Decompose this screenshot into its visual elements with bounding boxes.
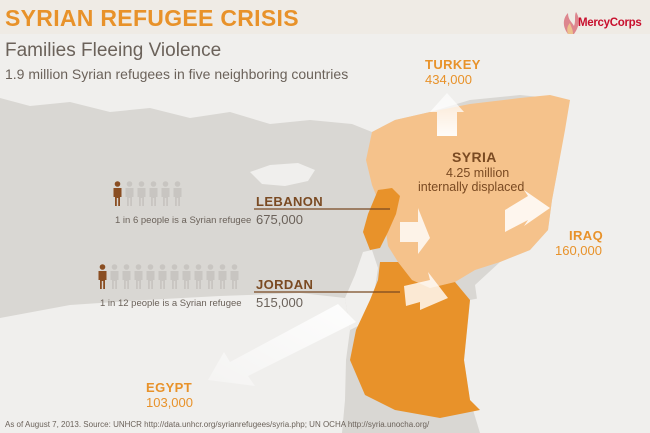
refugee-person-icon (98, 264, 107, 289)
person-icon (134, 264, 143, 289)
arrow-to-turkey (430, 93, 464, 136)
person-icon (137, 181, 146, 206)
jordan-ratio-text: 1 in 12 people is a Syrian refugee (100, 298, 242, 309)
arrow-to-lebanon (400, 208, 430, 254)
person-icon (122, 264, 131, 289)
syria-name: SYRIA (452, 149, 497, 165)
lebanon-ratio-text: 1 in 6 people is a Syrian refugee (115, 215, 252, 226)
person-icon (149, 181, 158, 206)
country-lebanon (363, 188, 400, 250)
lebanon-name: LEBANON (256, 194, 324, 209)
syria-description: internally displaced (418, 180, 525, 194)
arrow-to-iraq (505, 190, 550, 232)
lebanon-ratio-icons (113, 181, 182, 206)
person-icon (125, 181, 134, 206)
landmass-israel (345, 250, 378, 330)
landmass-arabia (464, 290, 640, 433)
mercycorps-logo-text: MercyCorps (578, 17, 642, 29)
arrow-to-egypt (208, 304, 356, 386)
jordan-ratio-icons (98, 264, 239, 289)
title-banner (0, 0, 650, 34)
person-icon (158, 264, 167, 289)
person-icon (182, 264, 191, 289)
turkey-value: 434,000 (425, 72, 472, 87)
source-note: As of August 7, 2013. Source: UNHCR http… (5, 420, 430, 429)
person-icon (161, 181, 170, 206)
syria-value: 4.25 million (446, 166, 510, 180)
egypt-name: EGYPT (146, 380, 193, 395)
person-icon (173, 181, 182, 206)
iraq-name: IRAQ (569, 228, 604, 243)
refugee-person-icon (113, 181, 122, 206)
lebanon-value: 675,000 (256, 212, 303, 227)
page-subtitle: Families Fleeing Violence (5, 40, 222, 61)
iraq-value: 160,000 (555, 243, 602, 258)
arrow-to-jordan (404, 272, 448, 310)
person-icon (218, 264, 227, 289)
jordan-value: 515,000 (256, 295, 303, 310)
person-icon (206, 264, 215, 289)
person-icon (146, 264, 155, 289)
landmass-egypt (0, 293, 350, 433)
page-title: SYRIAN REFUGEE CRISIS (5, 5, 299, 31)
jordan-name: JORDAN (256, 277, 314, 292)
person-icon (170, 264, 179, 289)
person-icon (230, 264, 239, 289)
person-icon (110, 264, 119, 289)
page-tagline: 1.9 million Syrian refugees in five neig… (5, 66, 349, 82)
landmass-cyprus (250, 163, 315, 186)
egypt-value: 103,000 (146, 395, 193, 410)
turkey-name: TURKEY (425, 57, 481, 72)
country-jordan (350, 262, 480, 418)
person-icon (194, 264, 203, 289)
